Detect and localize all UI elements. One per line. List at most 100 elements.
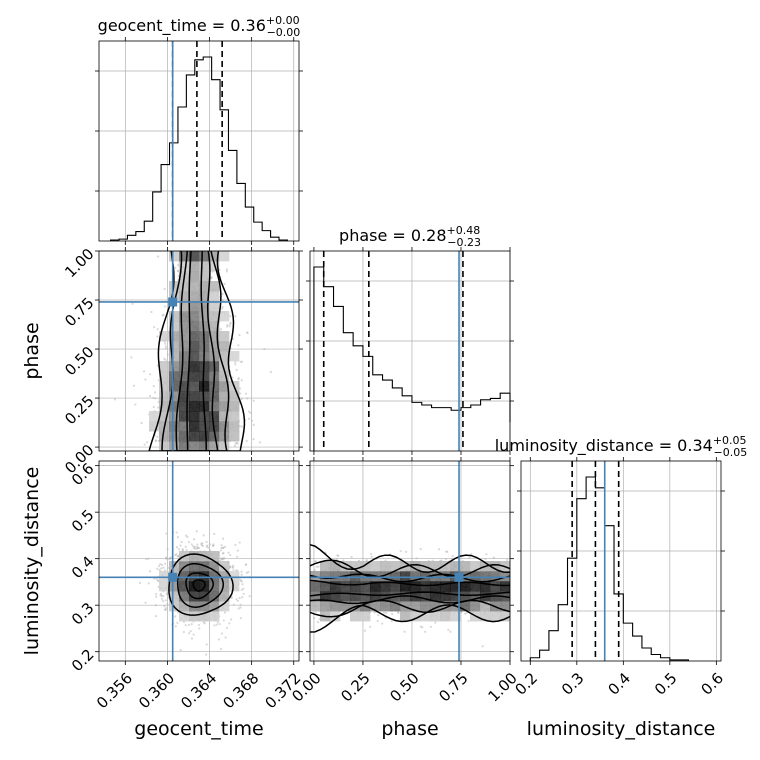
scatter-point <box>220 647 223 651</box>
scatter-point <box>165 556 168 559</box>
scatter-point <box>234 442 237 445</box>
scatter-point <box>234 543 237 547</box>
density-cell <box>179 311 190 322</box>
density-cell <box>189 571 200 582</box>
scatter-point <box>190 623 193 626</box>
panel-geocent_time-hist <box>95 37 303 245</box>
scatter-point <box>451 555 454 558</box>
density-cell <box>169 591 180 602</box>
scatter-point <box>213 624 216 627</box>
scatter-point <box>429 625 433 629</box>
scatter-point <box>149 373 152 376</box>
scatter-point <box>130 356 133 359</box>
scatter-point <box>234 315 237 318</box>
density-cell <box>219 601 230 612</box>
density-cell <box>189 331 200 342</box>
scatter-point <box>165 532 168 535</box>
scatter-point <box>505 558 509 562</box>
scatter-point <box>245 439 248 443</box>
scatter-point <box>224 636 227 639</box>
density-cell <box>179 381 190 392</box>
scatter-point <box>252 399 255 402</box>
scatter-point <box>153 391 157 394</box>
scatter-point <box>237 344 240 347</box>
scatter-point <box>217 638 220 641</box>
truth-marker <box>168 297 178 307</box>
scatter-point <box>174 625 177 628</box>
scatter-point <box>363 629 367 632</box>
density-cell <box>189 441 200 451</box>
scatter-point <box>335 557 339 561</box>
scatter-point <box>162 594 165 598</box>
density-cell <box>189 401 200 412</box>
density-cell <box>199 391 210 402</box>
scatter-point <box>148 570 152 573</box>
density-cell <box>219 401 230 412</box>
scatter-point <box>205 540 208 543</box>
scatter-point <box>197 546 201 550</box>
scatter-point <box>215 623 218 626</box>
density-cell <box>169 341 180 352</box>
density-cell <box>219 411 230 422</box>
panel-border <box>98 250 300 452</box>
scatter-point <box>221 305 224 309</box>
density-cell <box>199 371 210 382</box>
density-cell <box>189 261 200 272</box>
scatter-point <box>159 563 162 566</box>
scatter-point <box>240 570 243 573</box>
scatter-point <box>219 549 222 552</box>
density-cell <box>169 331 180 342</box>
scatter-point <box>161 563 164 567</box>
scatter-point <box>194 547 197 551</box>
density-cell <box>179 561 190 572</box>
scatter-point <box>470 553 473 556</box>
density-cell <box>179 441 190 451</box>
scatter-point <box>187 541 191 544</box>
density-cell <box>169 441 180 451</box>
scatter-point <box>154 604 157 607</box>
density-cell <box>229 421 240 432</box>
scatter-point <box>164 345 168 348</box>
density-cell <box>219 381 230 392</box>
scatter-point <box>399 549 402 553</box>
scatter-point <box>228 622 231 625</box>
scatter-point <box>236 549 239 552</box>
scatter-point <box>152 325 156 329</box>
scatter-point <box>229 322 232 326</box>
scatter-point <box>316 621 320 624</box>
scatter-point <box>237 607 240 610</box>
density-cell <box>219 441 230 451</box>
density-cell <box>179 591 190 602</box>
scatter-point <box>222 556 226 559</box>
density-cell <box>189 351 200 362</box>
density-cell <box>219 431 230 442</box>
density-cell <box>159 361 170 372</box>
density-cell <box>179 341 190 352</box>
scatter-point <box>240 425 243 428</box>
scatter-point <box>167 596 170 599</box>
scatter-point <box>189 630 192 633</box>
truth-marker <box>168 572 178 582</box>
scatter-point <box>160 567 163 570</box>
scatter-point <box>221 558 224 561</box>
scatter-point <box>315 565 318 568</box>
scatter-point <box>166 353 169 356</box>
density-cell <box>229 431 240 442</box>
panel-border <box>309 250 511 452</box>
density-cell <box>189 281 200 292</box>
scatter-point <box>390 620 393 623</box>
density-cell <box>209 441 220 451</box>
scatter-point <box>150 310 153 314</box>
scatter-point <box>235 598 238 601</box>
scatter-point <box>155 592 158 596</box>
scatter-point <box>236 442 239 445</box>
density-cell <box>219 371 230 382</box>
density-cell <box>189 291 200 302</box>
scatter-point <box>244 392 248 395</box>
scatter-point <box>492 556 495 559</box>
density-cell <box>209 551 220 562</box>
scatter-point <box>227 551 230 554</box>
scatter-point <box>154 614 158 618</box>
scatter-point <box>405 550 408 554</box>
contour-level-1 <box>192 579 206 592</box>
